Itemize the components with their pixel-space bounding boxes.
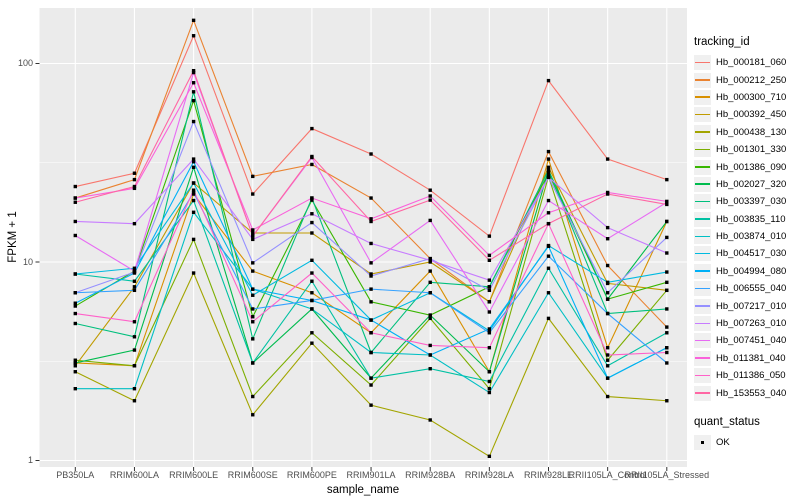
legend-entry: Hb_011381_040 (694, 350, 800, 367)
legend-title-tracking-id: tracking_id (694, 36, 750, 48)
legend-key-line-icon (694, 333, 711, 349)
legend-label-quant-ok: OK (716, 437, 730, 448)
legend-entry-quant-ok: OK (694, 434, 800, 451)
x-tick-label: RRIM901LA (346, 470, 396, 480)
legend-key-line-icon (694, 263, 711, 279)
legend-key-line-icon (694, 176, 711, 192)
legend-entry: Hb_006555_040 (694, 280, 800, 297)
legend-label: Hb_003835_110 (716, 213, 786, 225)
legend-entry: Hb_011386_050 (694, 367, 800, 384)
x-tick-label: RRIM928LA (464, 470, 514, 480)
legend-key-line-icon (694, 298, 711, 314)
legend-entry: Hb_003397_030 (694, 193, 800, 210)
legend-entry: Hb_153553_040 (694, 384, 800, 401)
legend-label: Hb_002027_320 (716, 178, 787, 190)
y-tick-label: 10 (22, 256, 33, 267)
legend-entry: Hb_000392_450 (694, 106, 800, 123)
x-tick-label: RRIM928LE (523, 470, 574, 480)
legend-key-line-icon (694, 124, 711, 140)
legend-label: Hb_007451_040 (716, 335, 787, 347)
legend-key-line-icon (694, 142, 711, 158)
x-tick-label: RRIM600PE (286, 470, 337, 480)
legend-key-line-icon (694, 194, 711, 210)
x-tick-label: RRII105LA_Control (568, 470, 647, 480)
legend-entry: Hb_002027_320 (694, 176, 800, 193)
legend-label: Hb_004994_080 (716, 265, 787, 277)
legend-label: Hb_007217_010 (716, 300, 787, 312)
legend-entry: Hb_007451_040 (694, 332, 800, 349)
legend-entry: Hb_001301_330 (694, 141, 800, 158)
legend-key-line-icon (694, 89, 711, 105)
legend-entry: Hb_003874_010 (694, 228, 800, 245)
x-tick-label: RRII105LA_Stressed (624, 470, 710, 480)
y-tick-labels: 1 10 100 (0, 0, 33, 500)
legend-label: Hb_000212_250 (716, 74, 787, 86)
legend-label: Hb_153553_040 (716, 387, 787, 399)
x-tick-label: RRIM600LA (109, 470, 159, 480)
legend-label: Hb_001301_330 (716, 144, 787, 156)
legend-entry: Hb_003835_110 (694, 211, 800, 228)
legend-key-line-icon (694, 281, 711, 297)
legend-label: Hb_000438_130 (716, 126, 787, 138)
legend-entry: Hb_000212_250 (694, 71, 800, 88)
legend-label: Hb_011386_050 (716, 370, 786, 382)
legend-key-line-icon (694, 385, 711, 401)
legend-key-line-icon (694, 107, 711, 123)
legend-label: Hb_006555_040 (716, 283, 787, 295)
y-tick-label: 100 (17, 58, 33, 68)
legend-key-line-icon (694, 211, 711, 227)
legend-key-line-icon (694, 368, 711, 384)
legend-label: Hb_003397_030 (716, 196, 787, 208)
legend-entries: Hb_000181_060 Hb_000212_250 Hb_000300_710 H… (694, 54, 800, 402)
y-tick-label: 1 (27, 455, 33, 465)
legend-label: Hb_011381_040 (716, 352, 786, 364)
legend-entry: Hb_007217_010 (694, 297, 800, 314)
legend-label: Hb_007263_010 (716, 318, 787, 330)
legend-key-line-icon (694, 72, 711, 88)
legend-entry: Hb_000181_060 (694, 54, 800, 71)
legend-label: Hb_004517_030 (716, 248, 787, 260)
legend-key-line-icon (694, 55, 711, 71)
legend-entry: Hb_004994_080 (694, 263, 800, 280)
legend-title-quant-status: quant_status (694, 415, 760, 428)
legend-entry: Hb_000438_130 (694, 124, 800, 141)
legend-key-line-icon (694, 350, 711, 366)
legend-key-line-icon (694, 246, 711, 262)
legend-label: Hb_000300_710 (716, 91, 787, 103)
legend-label: Hb_000181_060 (716, 57, 787, 69)
legend-key-line-icon (694, 316, 711, 332)
legend-label: Hb_000392_450 (716, 109, 787, 121)
quant-ok-point-icon (694, 435, 711, 450)
legend-entry: Hb_001386_090 (694, 158, 800, 175)
x-axis-title: sample_name (326, 484, 400, 496)
legend-key-line-icon (694, 229, 711, 245)
legend-entry: Hb_000300_710 (694, 89, 800, 106)
x-tick-labels: PB350LA RRIM600LA RRIM600LE RRIM600SE RRIM60… (0, 470, 800, 482)
legend-label: Hb_003874_010 (716, 231, 787, 243)
x-tick-label: RRIM600LE (169, 470, 219, 480)
legend-label: Hb_001386_090 (716, 161, 787, 173)
x-tick-label: PB350LA (56, 470, 95, 480)
x-tick-label: RRIM600SE (227, 470, 278, 480)
legend: tracking_id Hb_000181_060 Hb_000212_250 Hb… (694, 36, 800, 451)
legend-entry: Hb_004517_030 (694, 245, 800, 262)
x-tick-label: RRIM928BA (405, 470, 456, 480)
legend-entry: Hb_007263_010 (694, 315, 800, 332)
legend-key-line-icon (694, 159, 711, 175)
